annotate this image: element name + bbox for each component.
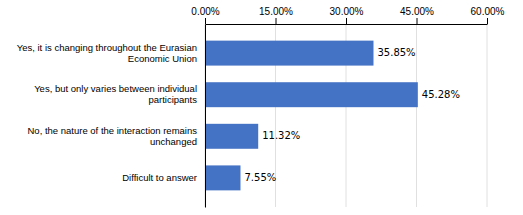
x-tick-label: 15.00% [259, 6, 293, 17]
bars [205, 41, 418, 191]
y-tick-label: Yes, but only varies between individualp… [34, 83, 197, 105]
y-tick: Yes, but only varies between individualp… [34, 83, 205, 105]
bar [205, 82, 418, 107]
x-tick-mark [346, 18, 347, 24]
y-tick-label: Difficult to answer [122, 172, 197, 183]
x-tick-mark [417, 18, 418, 24]
y-tick-label-line: Difficult to answer [122, 172, 197, 183]
y-tick: No, the nature of the interaction remain… [27, 125, 205, 147]
bar [205, 41, 373, 66]
x-tick-label: 60.00% [471, 6, 505, 17]
grid-line [205, 24, 206, 207]
data-label: 11.32% [262, 130, 300, 141]
data-label: 45.28% [422, 89, 460, 100]
x-axis-line [206, 24, 488, 25]
x-tick: 30.00% [330, 6, 364, 24]
x-tick-mark [205, 18, 206, 24]
y-tick-label-line: participants [148, 94, 197, 105]
y-tick-label-line: Yes, but only varies between individual [34, 83, 197, 94]
x-tick: 15.00% [259, 6, 293, 24]
x-tick-mark [276, 18, 277, 24]
y-tick-label-line: unchanged [150, 136, 197, 147]
y-tick-label-line: Economic Union [128, 53, 197, 64]
y-tick: Difficult to answer [122, 172, 205, 183]
x-tick-label: 0.00% [191, 6, 219, 17]
x-tick-mark [487, 18, 488, 24]
data-label: 35.85% [377, 47, 415, 58]
y-tick-label: Yes, it is changing throughout the Euras… [17, 42, 197, 64]
x-tick: 0.00% [191, 6, 219, 24]
x-axis: 0.00% 15.00% 30.00% 45.00% 60.00% [191, 6, 504, 25]
plot: 0.00% 15.00% 30.00% 45.00% 60.00% Difficult t… [17, 6, 505, 208]
y-tick-label-line: No, the nature of the interaction remain… [27, 125, 197, 136]
x-tick-label: 45.00% [400, 6, 434, 17]
bar [205, 165, 240, 190]
x-tick-label: 30.00% [330, 6, 364, 17]
chart-svg: 0.00% 15.00% 30.00% 45.00% 60.00% Difficult t… [0, 0, 523, 215]
y-tick-label: No, the nature of the interaction remain… [27, 125, 197, 147]
chart-container: 0.00% 15.00% 30.00% 45.00% 60.00% Difficult t… [0, 0, 523, 215]
data-labels: 7.55% 11.32% 45.28% 35.85% [244, 47, 459, 183]
grid-line [416, 24, 417, 207]
bar [205, 124, 258, 149]
y-tick-label-line: Yes, it is changing throughout the Euras… [17, 42, 197, 53]
grid-line [487, 24, 488, 207]
x-tick: 60.00% [471, 6, 505, 24]
grid [205, 24, 487, 207]
y-axis-line [205, 25, 206, 208]
data-label: 7.55% [244, 172, 276, 183]
y-axis: Difficult to answer No, the nature of the… [17, 25, 206, 208]
x-tick: 45.00% [400, 6, 434, 24]
y-tick: Yes, it is changing throughout the Euras… [17, 42, 205, 64]
